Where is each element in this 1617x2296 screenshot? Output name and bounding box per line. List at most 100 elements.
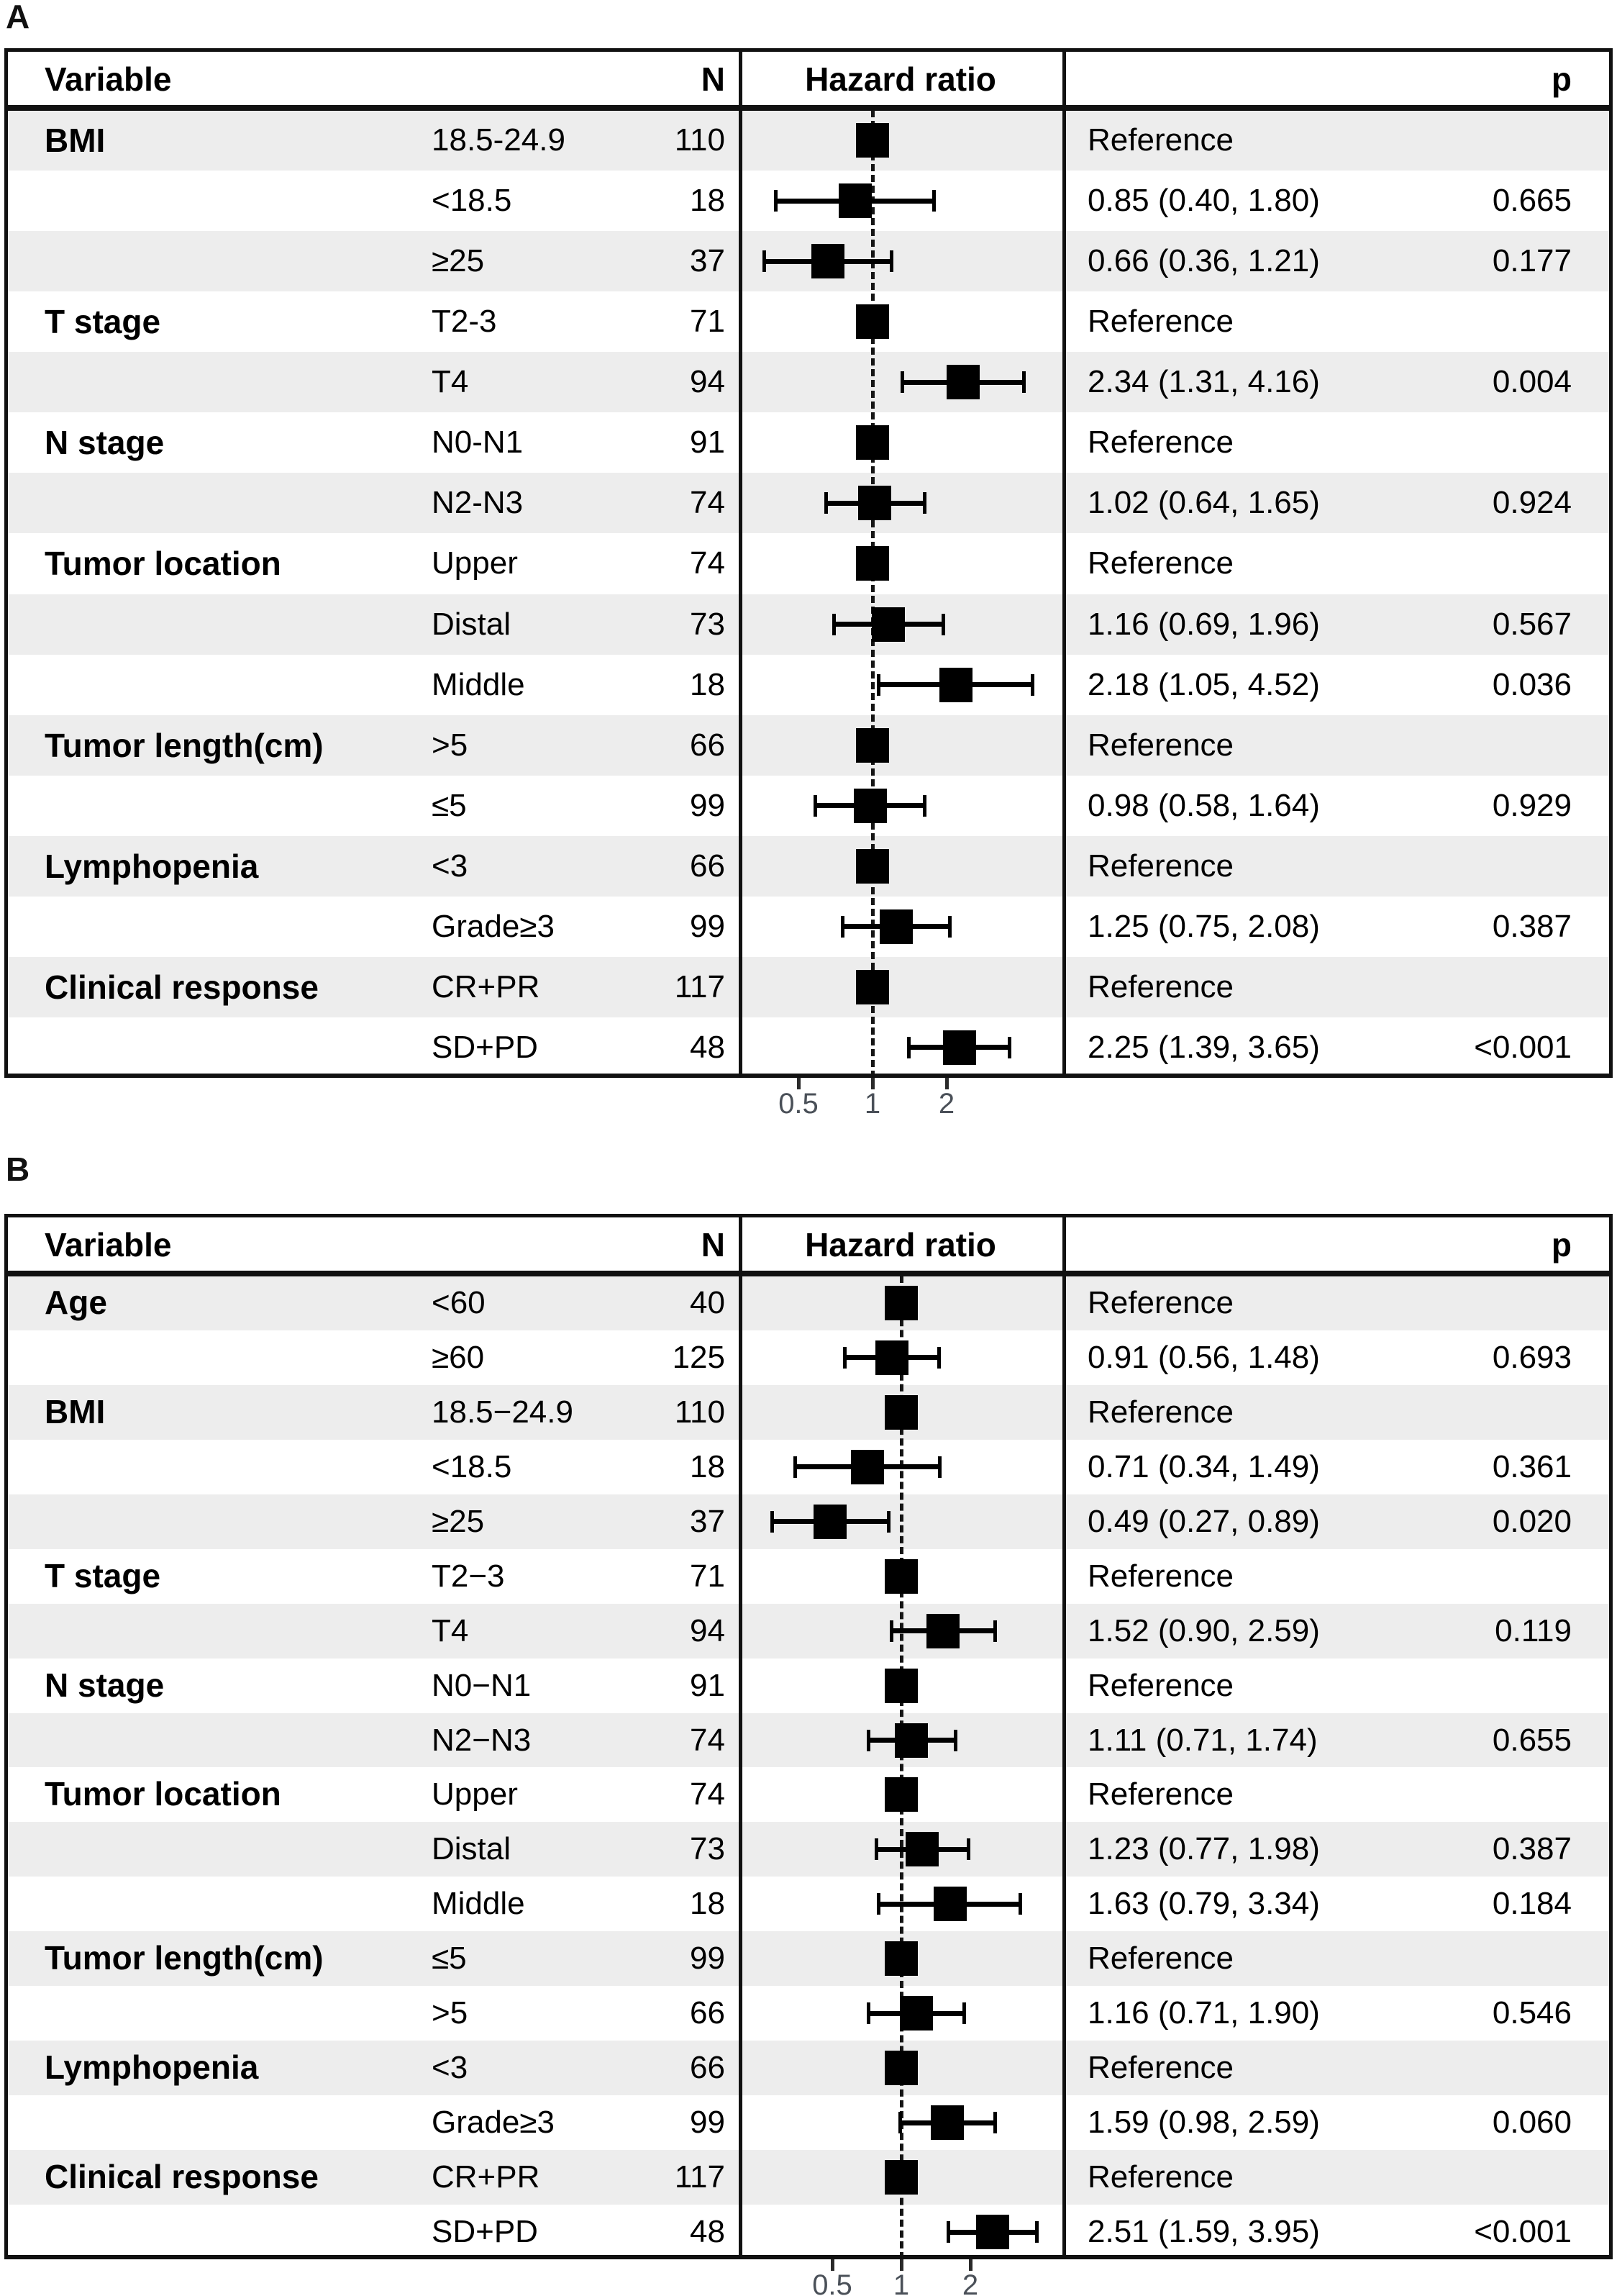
cell-estimate: Reference: [1088, 1285, 1234, 1320]
hr-square: [885, 1941, 918, 1977]
cell-p: 0.184: [1492, 1886, 1572, 1922]
hr-square: [856, 123, 889, 158]
cell-n: 48: [690, 1029, 725, 1065]
cell-group: SD+PD: [432, 1029, 538, 1065]
row-shade: [4, 1603, 1613, 1659]
hr-square: [811, 244, 845, 279]
cell-n: 110: [674, 1394, 725, 1430]
cell-variable: T stage: [45, 1556, 161, 1594]
hr-square: [885, 2160, 918, 2195]
cell-estimate: 1.02 (0.64, 1.65): [1088, 485, 1320, 521]
ci-cap-right: [1021, 371, 1026, 394]
cell-group: Middle: [432, 1886, 525, 1922]
row-shade: [4, 2150, 1613, 2205]
axis-tick: [831, 2259, 834, 2271]
cell-variable: Tumor location: [45, 1775, 281, 1813]
cell-group: 18.5−24.9: [432, 1394, 573, 1430]
cell-n: 73: [690, 606, 725, 642]
header-p: p: [1551, 1226, 1572, 1263]
cell-n: 71: [690, 304, 725, 340]
cell-group: N0-N1: [432, 425, 524, 460]
table-border-left: [4, 48, 8, 1078]
cell-estimate: Reference: [1088, 727, 1234, 763]
hr-square: [885, 1777, 918, 1812]
cell-n: 18: [690, 1886, 725, 1922]
cell-p: 0.546: [1492, 1995, 1572, 2031]
cell-group: >5: [432, 727, 468, 763]
cell-group: Distal: [432, 606, 511, 642]
table-border-bottom: [4, 2254, 1613, 2259]
cell-p: 0.655: [1492, 1722, 1572, 1758]
row-shade: [4, 2041, 1613, 2096]
cell-n: 117: [674, 968, 725, 1004]
hr-square: [872, 607, 906, 642]
cell-p: 0.665: [1492, 183, 1572, 219]
cell-n: 99: [690, 908, 725, 944]
cell-n: 99: [690, 787, 725, 823]
cell-n: 73: [690, 1831, 725, 1867]
cell-group: Grade≥3: [432, 908, 555, 944]
cell-group: ≥25: [432, 1503, 485, 1539]
hr-square: [976, 2215, 1010, 2250]
cell-n: 66: [690, 2050, 725, 2086]
hr-square: [856, 969, 889, 1004]
cell-estimate: Reference: [1088, 122, 1234, 158]
forest-table-A: Variable N Hazard ratio p BMI 18.5-24.9 110 Ref…: [4, 48, 1613, 1128]
cell-n: 18: [690, 666, 725, 702]
cell-estimate: 2.51 (1.59, 3.95): [1088, 2214, 1320, 2250]
cell-estimate: Reference: [1088, 968, 1234, 1004]
hr-square: [885, 1558, 918, 1594]
cell-n: 18: [690, 183, 725, 219]
axis-tick-label: 2: [938, 1088, 955, 1120]
hr-square: [856, 546, 889, 581]
header-variable: Variable: [45, 60, 172, 98]
cell-variable: Age: [45, 1284, 107, 1321]
ci-cap-right: [947, 915, 952, 938]
hr-square: [857, 486, 891, 521]
cell-n: 37: [690, 1503, 725, 1539]
header-p: p: [1551, 60, 1572, 98]
ci-cap-left: [866, 2002, 870, 2025]
hr-square: [856, 848, 889, 884]
cell-p: 0.036: [1492, 666, 1572, 702]
cell-n: 74: [690, 1722, 725, 1758]
row-shade: [4, 714, 1613, 776]
header-n: N: [701, 1226, 725, 1263]
hr-square: [856, 727, 889, 763]
axis-tick: [945, 1078, 949, 1089]
ci-cap-left: [841, 915, 845, 938]
cell-estimate: 1.63 (0.79, 3.34): [1088, 1886, 1320, 1922]
axis-tick: [900, 2259, 903, 2271]
cell-group: <3: [432, 2050, 468, 2086]
cell-estimate: 2.25 (1.39, 3.65): [1088, 1029, 1320, 1065]
cell-p: 0.693: [1492, 1339, 1572, 1375]
cell-variable: BMI: [45, 122, 106, 159]
cell-estimate: 0.49 (0.27, 0.89): [1088, 1503, 1320, 1539]
ci-cap-right: [953, 1729, 957, 1751]
ci-cap-right: [937, 1346, 942, 1369]
hr-square: [905, 1832, 939, 1867]
cell-n: 99: [690, 1941, 725, 1977]
row-shade: [4, 1712, 1613, 1768]
ci-cap-left: [762, 250, 767, 273]
header-rule: [4, 1271, 1613, 1276]
hr-square: [942, 1030, 976, 1065]
hr-square: [933, 1887, 967, 1922]
ci-cap-right: [993, 2112, 997, 2134]
cell-group: T4: [432, 1612, 469, 1648]
cell-group: <3: [432, 848, 468, 884]
ci-cap-right: [941, 613, 945, 635]
ci-cap-right: [886, 1510, 891, 1533]
cell-n: 66: [690, 1995, 725, 2031]
hr-square: [838, 183, 872, 219]
cell-group: <18.5: [432, 1448, 512, 1484]
cell-n: 94: [690, 1612, 725, 1648]
cell-group: Distal: [432, 1831, 511, 1867]
cell-n: 94: [690, 364, 725, 400]
hr-square: [850, 1449, 884, 1484]
cell-n: 40: [690, 1285, 725, 1320]
hr-square: [895, 1723, 929, 1758]
ci-cap-right: [890, 250, 894, 273]
cell-estimate: 0.66 (0.36, 1.21): [1088, 243, 1320, 279]
